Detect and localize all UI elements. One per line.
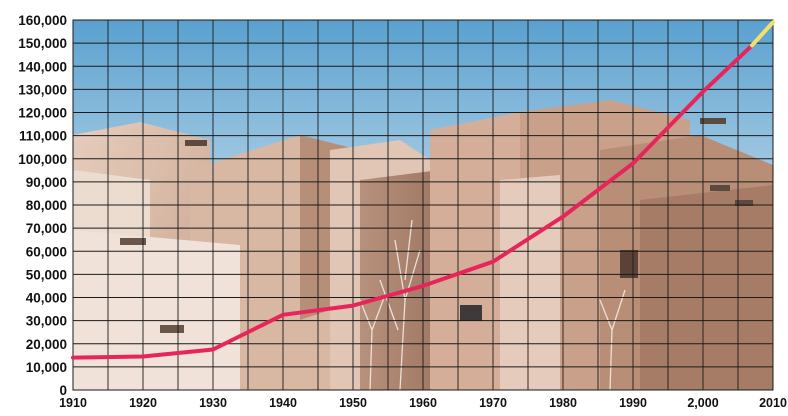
x-tick-label: 1970: [479, 396, 507, 410]
series-layer: [71, 20, 775, 360]
x-tick-label: 1910: [59, 396, 87, 410]
plot-frame: [72, 19, 774, 391]
y-tick-label: 130,000: [18, 82, 67, 97]
y-axis-ticks: 0 10,000 20,000 30,000 40,000 50,000 60,000 70,…: [18, 13, 67, 398]
x-tick-label: 1930: [199, 396, 227, 410]
x-tick-label: 1950: [339, 396, 367, 410]
x-axis-ticks: 1910 1920 1930 1940 1950 1960 1970 1980 1990 2,00…: [59, 396, 787, 410]
y-tick-label: 80,000: [26, 198, 67, 213]
x-tick-label: 1960: [409, 396, 437, 410]
y-tick-label: 40,000: [26, 291, 67, 306]
x-tick-label: 1980: [549, 396, 577, 410]
chart-grid: [73, 20, 773, 390]
y-tick-label: 70,000: [26, 221, 67, 236]
y-tick-label: 0: [59, 383, 67, 398]
x-tick-label: 2,000: [687, 396, 718, 410]
y-tick-label: 90,000: [26, 175, 67, 190]
y-tick-label: 100,000: [18, 152, 67, 167]
series-line-0: [71, 43, 754, 360]
y-tick-label: 140,000: [18, 59, 67, 74]
x-tick-label: 1940: [269, 396, 297, 410]
y-tick-label: 50,000: [26, 267, 67, 282]
y-tick-label: 30,000: [26, 314, 67, 329]
y-tick-label: 120,000: [18, 106, 67, 121]
x-tick-label: 1990: [619, 396, 647, 410]
series-line-1: [750, 20, 775, 48]
y-tick-label: 20,000: [26, 337, 67, 352]
y-tick-label: 150,000: [18, 36, 67, 51]
x-tick-label: 1920: [129, 396, 157, 410]
y-tick-label: 10,000: [26, 360, 67, 375]
y-tick-label: 110,000: [19, 129, 67, 144]
y-tick-label: 160,000: [18, 13, 67, 28]
y-tick-label: 60,000: [26, 244, 67, 259]
x-tick-label: 2010: [759, 396, 787, 410]
